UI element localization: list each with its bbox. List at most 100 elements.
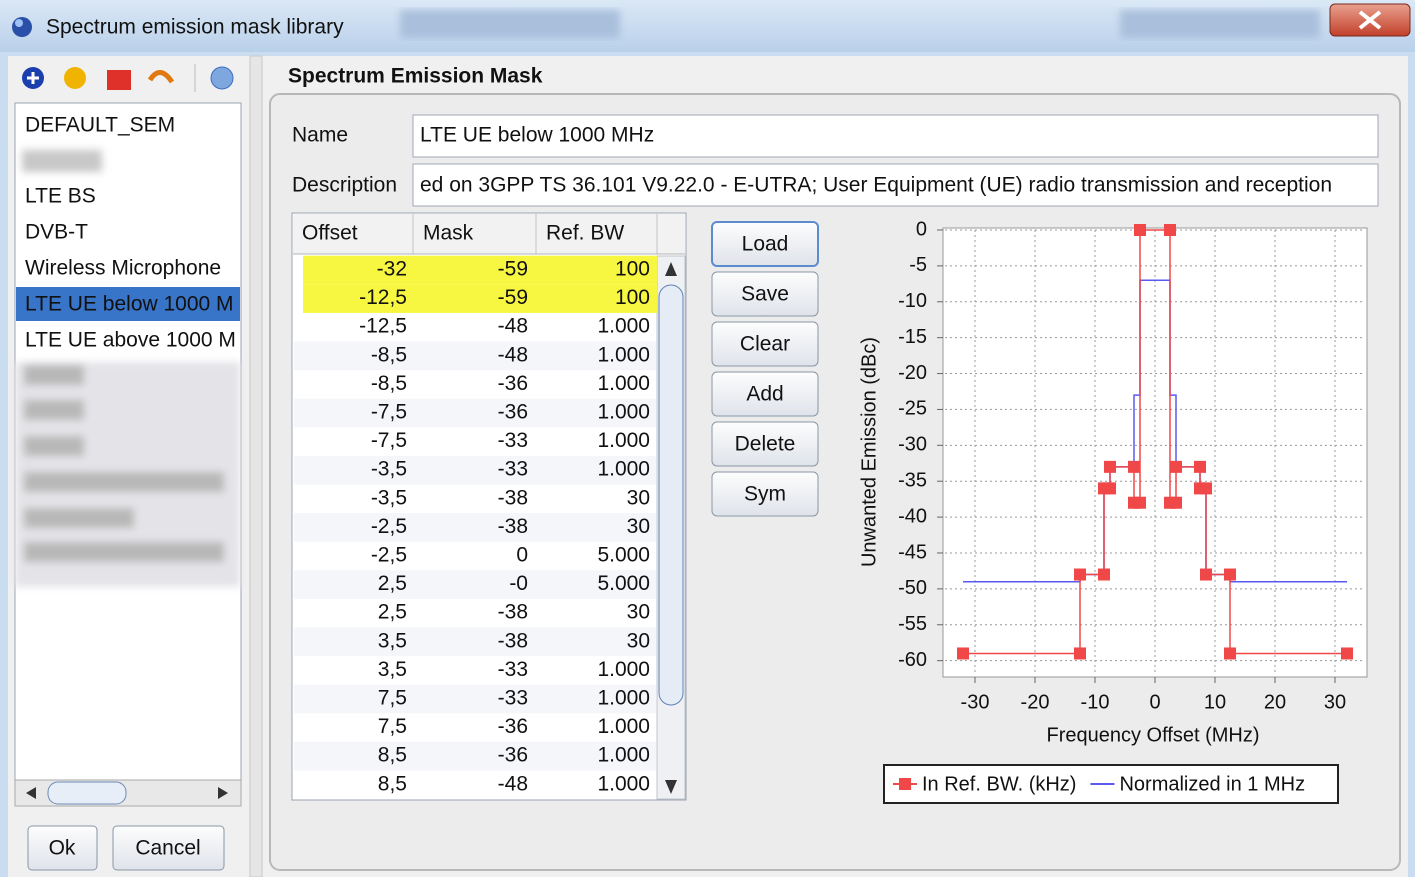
table-cell[interactable]: -2,5 xyxy=(371,544,407,567)
row-stripe xyxy=(294,455,656,485)
table-cell[interactable]: 100 xyxy=(615,258,650,281)
row-stripe xyxy=(294,513,656,542)
table-cell[interactable]: 1.000 xyxy=(597,401,650,424)
table-cell[interactable]: -7,5 xyxy=(371,429,407,452)
split-divider[interactable] xyxy=(249,55,263,877)
table-cell[interactable]: -33 xyxy=(498,658,528,681)
table-cell[interactable]: 7,5 xyxy=(378,687,407,710)
table-cell[interactable]: -12,5 xyxy=(359,315,407,338)
table-cell[interactable]: 8,5 xyxy=(378,772,407,795)
action-button[interactable] xyxy=(711,221,819,267)
list-item[interactable]: DEFAULT_SEM xyxy=(25,114,175,137)
list-item[interactable]: LTE UE below 1000 M xyxy=(25,293,234,316)
table-cell[interactable]: -38 xyxy=(498,486,528,509)
description-label: Description xyxy=(292,174,397,197)
table-cell[interactable]: 30 xyxy=(627,601,650,624)
series-marker xyxy=(1164,224,1176,236)
table-cell[interactable]: 30 xyxy=(627,629,650,652)
table-cell[interactable]: 2,5 xyxy=(378,601,407,624)
blurred-tab xyxy=(400,10,620,38)
table-cell[interactable]: -8,5 xyxy=(371,343,407,366)
table-cell[interactable]: 8,5 xyxy=(378,744,407,767)
table-cell[interactable]: -48 xyxy=(498,315,528,338)
name-label: Name xyxy=(292,124,348,147)
action-label: Clear xyxy=(740,333,790,356)
description-field[interactable] xyxy=(412,163,1379,207)
table-cell[interactable]: 1.000 xyxy=(597,715,650,738)
table-cell[interactable]: -3,5 xyxy=(371,486,407,509)
table-cell[interactable]: 5.000 xyxy=(597,544,650,567)
help-icon[interactable] xyxy=(210,66,234,90)
table-cell[interactable]: -12,5 xyxy=(359,286,407,309)
table-cell[interactable]: 3,5 xyxy=(378,629,407,652)
list-item[interactable]: DVB-T xyxy=(25,221,88,244)
y-tick-label: -40 xyxy=(898,505,927,527)
table-cell[interactable]: -0 xyxy=(509,572,528,595)
table-cell[interactable]: -33 xyxy=(498,687,528,710)
table-cell[interactable]: 1.000 xyxy=(597,658,650,681)
action-button[interactable] xyxy=(711,371,819,417)
table-cell[interactable]: -7,5 xyxy=(371,401,407,424)
list-item[interactable]: LTE UE above 1000 M xyxy=(25,329,236,352)
table-cell[interactable]: 1.000 xyxy=(597,687,650,710)
list-item[interactable]: LTE BS xyxy=(25,185,96,208)
table-cell[interactable]: 1.000 xyxy=(597,429,650,452)
table-cell[interactable]: -38 xyxy=(498,629,528,652)
table-cell[interactable]: -8,5 xyxy=(371,372,407,395)
series-marker xyxy=(1074,568,1086,581)
scroll-thumb[interactable] xyxy=(47,781,127,805)
action-button[interactable] xyxy=(711,321,819,367)
table-cell[interactable]: -38 xyxy=(498,515,528,538)
table-cell[interactable]: 7,5 xyxy=(378,715,407,738)
table-cell[interactable]: -48 xyxy=(498,343,528,366)
table-cell[interactable]: -59 xyxy=(498,286,528,309)
name-field[interactable] xyxy=(412,114,1379,158)
table-cell[interactable]: -2,5 xyxy=(371,515,407,538)
undo-icon[interactable] xyxy=(147,70,175,84)
row-stripe xyxy=(294,398,656,428)
y-tick-label: 0 xyxy=(916,218,927,240)
table-cell[interactable]: -48 xyxy=(498,772,528,795)
table-cell[interactable]: -36 xyxy=(498,744,528,767)
table-cell[interactable]: 1.000 xyxy=(597,372,650,395)
table-cell[interactable]: 1.000 xyxy=(597,315,650,338)
y-tick-label: -35 xyxy=(898,469,927,491)
table-cell[interactable]: 30 xyxy=(627,515,650,538)
table-cell[interactable]: 1.000 xyxy=(597,343,650,366)
ok-button[interactable] xyxy=(27,825,98,871)
action-button[interactable] xyxy=(711,421,819,467)
cancel-label: Cancel xyxy=(135,837,200,860)
table-cell[interactable]: -36 xyxy=(498,715,528,738)
table-cell[interactable]: 1.000 xyxy=(597,744,650,767)
table-cell[interactable]: -59 xyxy=(498,258,528,281)
table-cell[interactable]: -36 xyxy=(498,372,528,395)
table-cell[interactable]: -32 xyxy=(377,258,407,281)
table-cell[interactable]: 0 xyxy=(516,544,528,567)
table-cell[interactable]: 3,5 xyxy=(378,658,407,681)
action-button[interactable] xyxy=(711,471,819,517)
table-cell[interactable]: 100 xyxy=(615,286,650,309)
table-cell[interactable]: 30 xyxy=(627,486,650,509)
table-cell[interactable]: 5.000 xyxy=(597,572,650,595)
cancel-button[interactable] xyxy=(112,825,225,871)
series-marker xyxy=(1170,496,1182,509)
series-marker xyxy=(1170,460,1182,473)
action-button[interactable] xyxy=(711,271,819,317)
delete-icon[interactable] xyxy=(107,70,131,90)
default-icon[interactable] xyxy=(64,67,86,89)
series-marker xyxy=(1341,647,1353,660)
y-axis-label: Unwanted Emission (dBc) xyxy=(858,337,880,567)
table-cell[interactable]: 1.000 xyxy=(597,458,650,481)
table-cell[interactable]: -33 xyxy=(498,429,528,452)
v-scroll-thumb[interactable] xyxy=(658,284,684,706)
table-cell[interactable]: -33 xyxy=(498,458,528,481)
table-cell[interactable]: -38 xyxy=(498,601,528,624)
table-cell[interactable]: 1.000 xyxy=(597,772,650,795)
action-label: Add xyxy=(746,383,783,406)
column-header: Offset xyxy=(302,222,358,245)
list-item[interactable]: Wireless Microphone xyxy=(25,257,221,280)
table-cell[interactable]: -36 xyxy=(498,401,528,424)
table-cell[interactable]: -3,5 xyxy=(371,458,407,481)
table-cell[interactable]: 2,5 xyxy=(378,572,407,595)
list-item-clip: Wireless Microphone xyxy=(25,257,221,280)
